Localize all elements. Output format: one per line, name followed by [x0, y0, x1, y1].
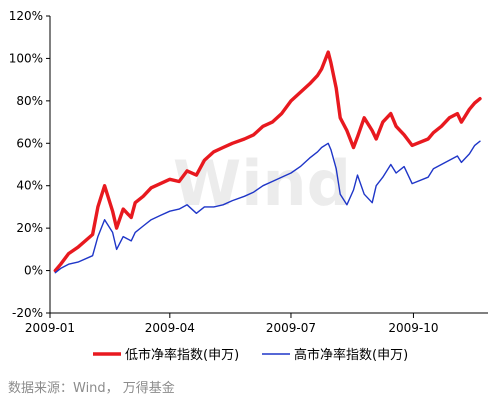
source-note: 数据来源：Wind， 万得基金: [8, 381, 175, 396]
y-tick-label: 80%: [16, 94, 43, 108]
y-tick-label: 100%: [9, 51, 43, 65]
y-tick-label: -20%: [12, 306, 43, 320]
legend-label-2: 高市净率指数(申万): [294, 347, 408, 363]
x-tick-label: 2009-07: [266, 321, 316, 335]
y-tick-label: 120%: [9, 9, 43, 23]
y-tick-label: 60%: [16, 136, 43, 150]
x-tick-label: 2009-01: [25, 321, 75, 335]
legend: 低市净率指数(申万) 高市净率指数(申万): [93, 347, 408, 363]
x-tick-label: 2009-04: [145, 321, 195, 335]
axes: -20% 0% 20% 40% 60% 80% 100% 120% 2009-01 2009-04…: [9, 9, 488, 335]
y-tick-label: 40%: [16, 179, 43, 193]
y-tick-label: 0%: [24, 264, 43, 278]
series-line-1: [53, 50, 482, 273]
watermark-wind: Wind: [173, 147, 351, 220]
legend-label-1: 低市净率指数(申万): [125, 347, 239, 363]
series-layer: [53, 50, 482, 274]
x-tick-label: 2009-10: [388, 321, 438, 335]
y-tick-label: 20%: [16, 221, 43, 235]
series-line-2: [54, 140, 481, 274]
